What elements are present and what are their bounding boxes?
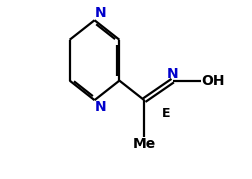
Text: N: N xyxy=(94,100,106,114)
Text: Me: Me xyxy=(132,137,155,151)
Text: E: E xyxy=(161,107,170,120)
Text: N: N xyxy=(166,67,178,81)
Text: OH: OH xyxy=(200,74,224,88)
Text: N: N xyxy=(94,6,106,20)
